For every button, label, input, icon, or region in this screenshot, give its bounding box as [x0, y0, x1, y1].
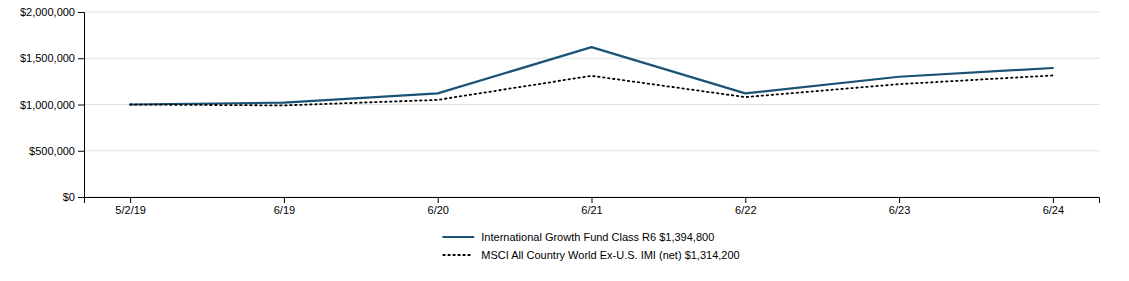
legend-swatch [443, 254, 473, 256]
y-tick: $500,000 [29, 145, 84, 157]
x-tick-label: 6/23 [889, 204, 910, 216]
legend-item: MSCI All Country World Ex-U.S. IMI (net)… [443, 249, 739, 261]
grid-line [84, 150, 1099, 151]
series-line [130, 47, 1053, 104]
x-tick-mark [899, 197, 900, 203]
y-axis: $0 $500,000 $1,000,000 $1,500,000 $2,000,000 [20, 6, 85, 203]
lines [130, 47, 1053, 105]
y-tick-mark [78, 12, 84, 13]
x-tick: 6/19 [274, 197, 295, 216]
x-axis-line [85, 198, 1100, 204]
y-tick: $0 [63, 191, 84, 203]
y-tick-mark [78, 197, 84, 198]
x-tick-mark [1053, 197, 1054, 203]
legend-label: International Growth Fund Class R6 $1,39… [481, 231, 714, 243]
y-tick-label: $2,000,000 [20, 6, 75, 18]
x-tick-mark [745, 197, 746, 203]
y-tick: $1,000,000 [20, 99, 84, 111]
grid [84, 12, 1099, 197]
x-tick: 5/2/19 [115, 197, 146, 216]
x-tick: 6/20 [428, 197, 449, 216]
x-tick-label: 6/21 [581, 204, 602, 216]
y-tick-label: $500,000 [29, 145, 75, 157]
x-tick-label: 5/2/19 [115, 204, 146, 216]
grid-line [84, 12, 1099, 13]
y-tick-mark [78, 58, 84, 59]
legend-label: MSCI All Country World Ex-U.S. IMI (net)… [481, 249, 739, 261]
x-tick-mark [438, 197, 439, 203]
y-tick-mark [78, 105, 84, 106]
y-tick-label: $0 [63, 191, 75, 203]
x-tick-label: 6/24 [1043, 204, 1064, 216]
x-tick-label: 6/20 [428, 204, 449, 216]
y-tick-label: $1,500,000 [20, 52, 75, 64]
x-tick-mark [130, 197, 131, 203]
x-tick-mark [284, 197, 285, 203]
legend: International Growth Fund Class R6 $1,39… [443, 231, 739, 261]
legend-swatch [443, 236, 473, 238]
x-tick-mark [592, 197, 593, 203]
x-tick: 6/24 [1043, 197, 1064, 216]
y-axis-line [78, 13, 85, 198]
y-tick-mark [78, 151, 84, 152]
plot: $0 $500,000 $1,000,000 $1,500,000 $2,000,000… [20, 6, 1100, 216]
series-line [130, 75, 1053, 105]
x-axis: 5/2/19 6/19 6/20 6/21 6/22 6/23 6/24 [85, 197, 1100, 216]
grid-line [84, 58, 1099, 59]
y-tick: $2,000,000 [20, 6, 84, 18]
x-tick: 6/22 [735, 197, 756, 216]
y-tick-label: $1,000,000 [20, 99, 75, 111]
legend-item: International Growth Fund Class R6 $1,39… [443, 231, 714, 243]
x-tick: 6/21 [581, 197, 602, 216]
x-tick-label: 6/19 [274, 204, 295, 216]
chart: $0 $500,000 $1,000,000 $1,500,000 $2,000,000… [0, 0, 1129, 281]
x-tick: 6/23 [889, 197, 910, 216]
y-tick: $1,500,000 [20, 52, 84, 64]
x-tick-label: 6/22 [735, 204, 756, 216]
